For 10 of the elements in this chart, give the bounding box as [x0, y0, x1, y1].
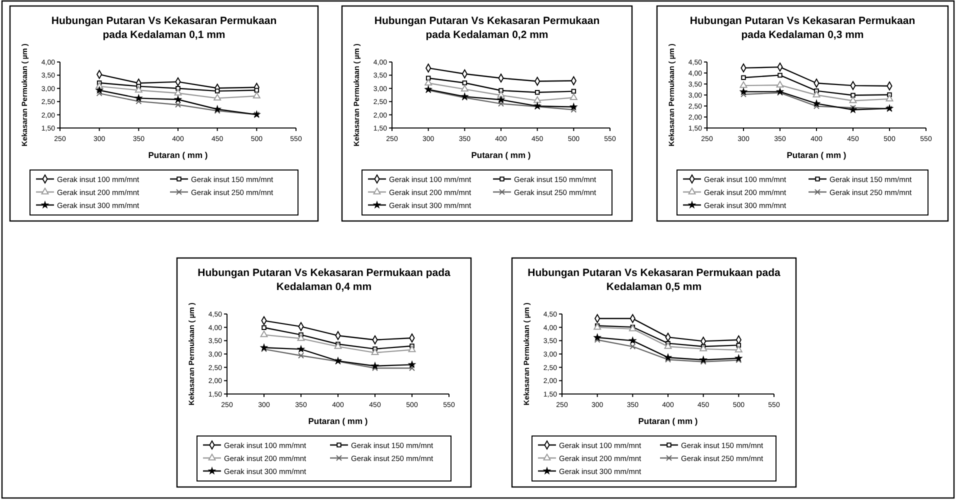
x-axis-title: Putaran ( mm ): [638, 416, 698, 426]
x-axis-title: Putaran ( mm ): [471, 150, 531, 160]
x-axis-title: Putaran ( mm ): [308, 416, 368, 426]
chart-title: Hubungan Putaran Vs Kekasaran Permukaan pada Kedalaman 0,4 mm: [198, 267, 450, 293]
chart-title: Hubungan Putaran Vs Kekasaran Permukaan pada Kedalaman 0,3 mm: [690, 15, 916, 41]
chart-title: Hubungan Putaran Vs Kekasaran Permukaan pada Kedalaman 0,2 mm: [374, 15, 600, 41]
x-axis-title: Putaran ( mm ): [786, 150, 846, 160]
x-axis-title: Putaran ( mm ): [148, 150, 208, 160]
chart-title: Hubungan Putaran Vs Kekasaran Permukaan pada Kedalaman 0,5 mm: [528, 267, 780, 293]
chart-title: Hubungan Putaran Vs Kekasaran Permukaan pada Kedalaman 0,1 mm: [51, 15, 277, 41]
